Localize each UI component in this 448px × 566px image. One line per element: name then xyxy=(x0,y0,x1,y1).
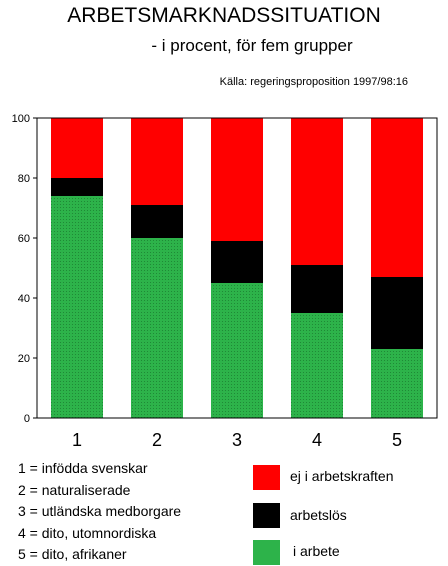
legend-swatch-outside xyxy=(253,465,280,490)
source-note: Källa: regeringsproposition 1997/98:16 xyxy=(219,76,408,88)
legend-label-employed: i arbete xyxy=(293,543,340,559)
chart-title: ARBETSMARKNADSSITUATION xyxy=(67,4,381,27)
legend-swatch-employed xyxy=(253,540,280,565)
bar-outside-1 xyxy=(51,118,103,178)
group-key-item-2: 2 = naturaliserade xyxy=(18,481,131,498)
bar-employed-5 xyxy=(371,349,423,418)
group-key-item-1: 1 = infödda svenskar xyxy=(18,460,148,476)
x-tick-label-5: 5 xyxy=(392,430,402,450)
x-tick-label-4: 4 xyxy=(312,430,322,450)
x-tick-label-1: 1 xyxy=(72,430,82,450)
bar-outside-4 xyxy=(291,118,343,265)
bar-unemployed-3 xyxy=(211,241,263,283)
legend-label-unemployed: arbetslös xyxy=(290,507,347,523)
y-tick-label-0: 0 xyxy=(24,413,30,425)
bar-unemployed-2 xyxy=(131,205,183,238)
bar-unemployed-5 xyxy=(371,277,423,349)
bar-unemployed-1 xyxy=(51,178,103,196)
bar-outside-3 xyxy=(211,118,263,241)
group-key: 1 = infödda svenskar 2 = naturaliserade … xyxy=(18,458,181,566)
bar-employed-2 xyxy=(131,238,183,418)
bar-unemployed-4 xyxy=(291,265,343,313)
y-tick-label-40: 40 xyxy=(18,293,30,305)
group-key-item-5: 5 = dito, afrikaner xyxy=(18,546,127,562)
bar-employed-1 xyxy=(51,196,103,418)
legend-label-outside: ej i arbetskraften xyxy=(290,468,394,484)
chart-subtitle: - i procent, för fem grupper xyxy=(151,36,353,55)
bar-employed-3 xyxy=(211,283,263,418)
y-tick-label-80: 80 xyxy=(18,173,30,185)
plot-frame xyxy=(36,117,438,419)
y-tick-label-20: 20 xyxy=(18,353,30,365)
x-tick-label-3: 3 xyxy=(232,430,242,450)
x-tick-label-2: 2 xyxy=(152,430,162,450)
y-tick-label-100: 100 xyxy=(12,113,30,125)
bar-outside-2 xyxy=(131,118,183,205)
group-key-item-4: 4 = dito, utomnordiska xyxy=(18,524,157,541)
legend-swatch-unemployed xyxy=(253,503,280,528)
group-key-item-3: 3 = utländska medborgare xyxy=(18,503,182,519)
bar-outside-5 xyxy=(371,118,423,277)
y-tick-label-60: 60 xyxy=(18,233,30,245)
bar-employed-4 xyxy=(291,313,343,418)
